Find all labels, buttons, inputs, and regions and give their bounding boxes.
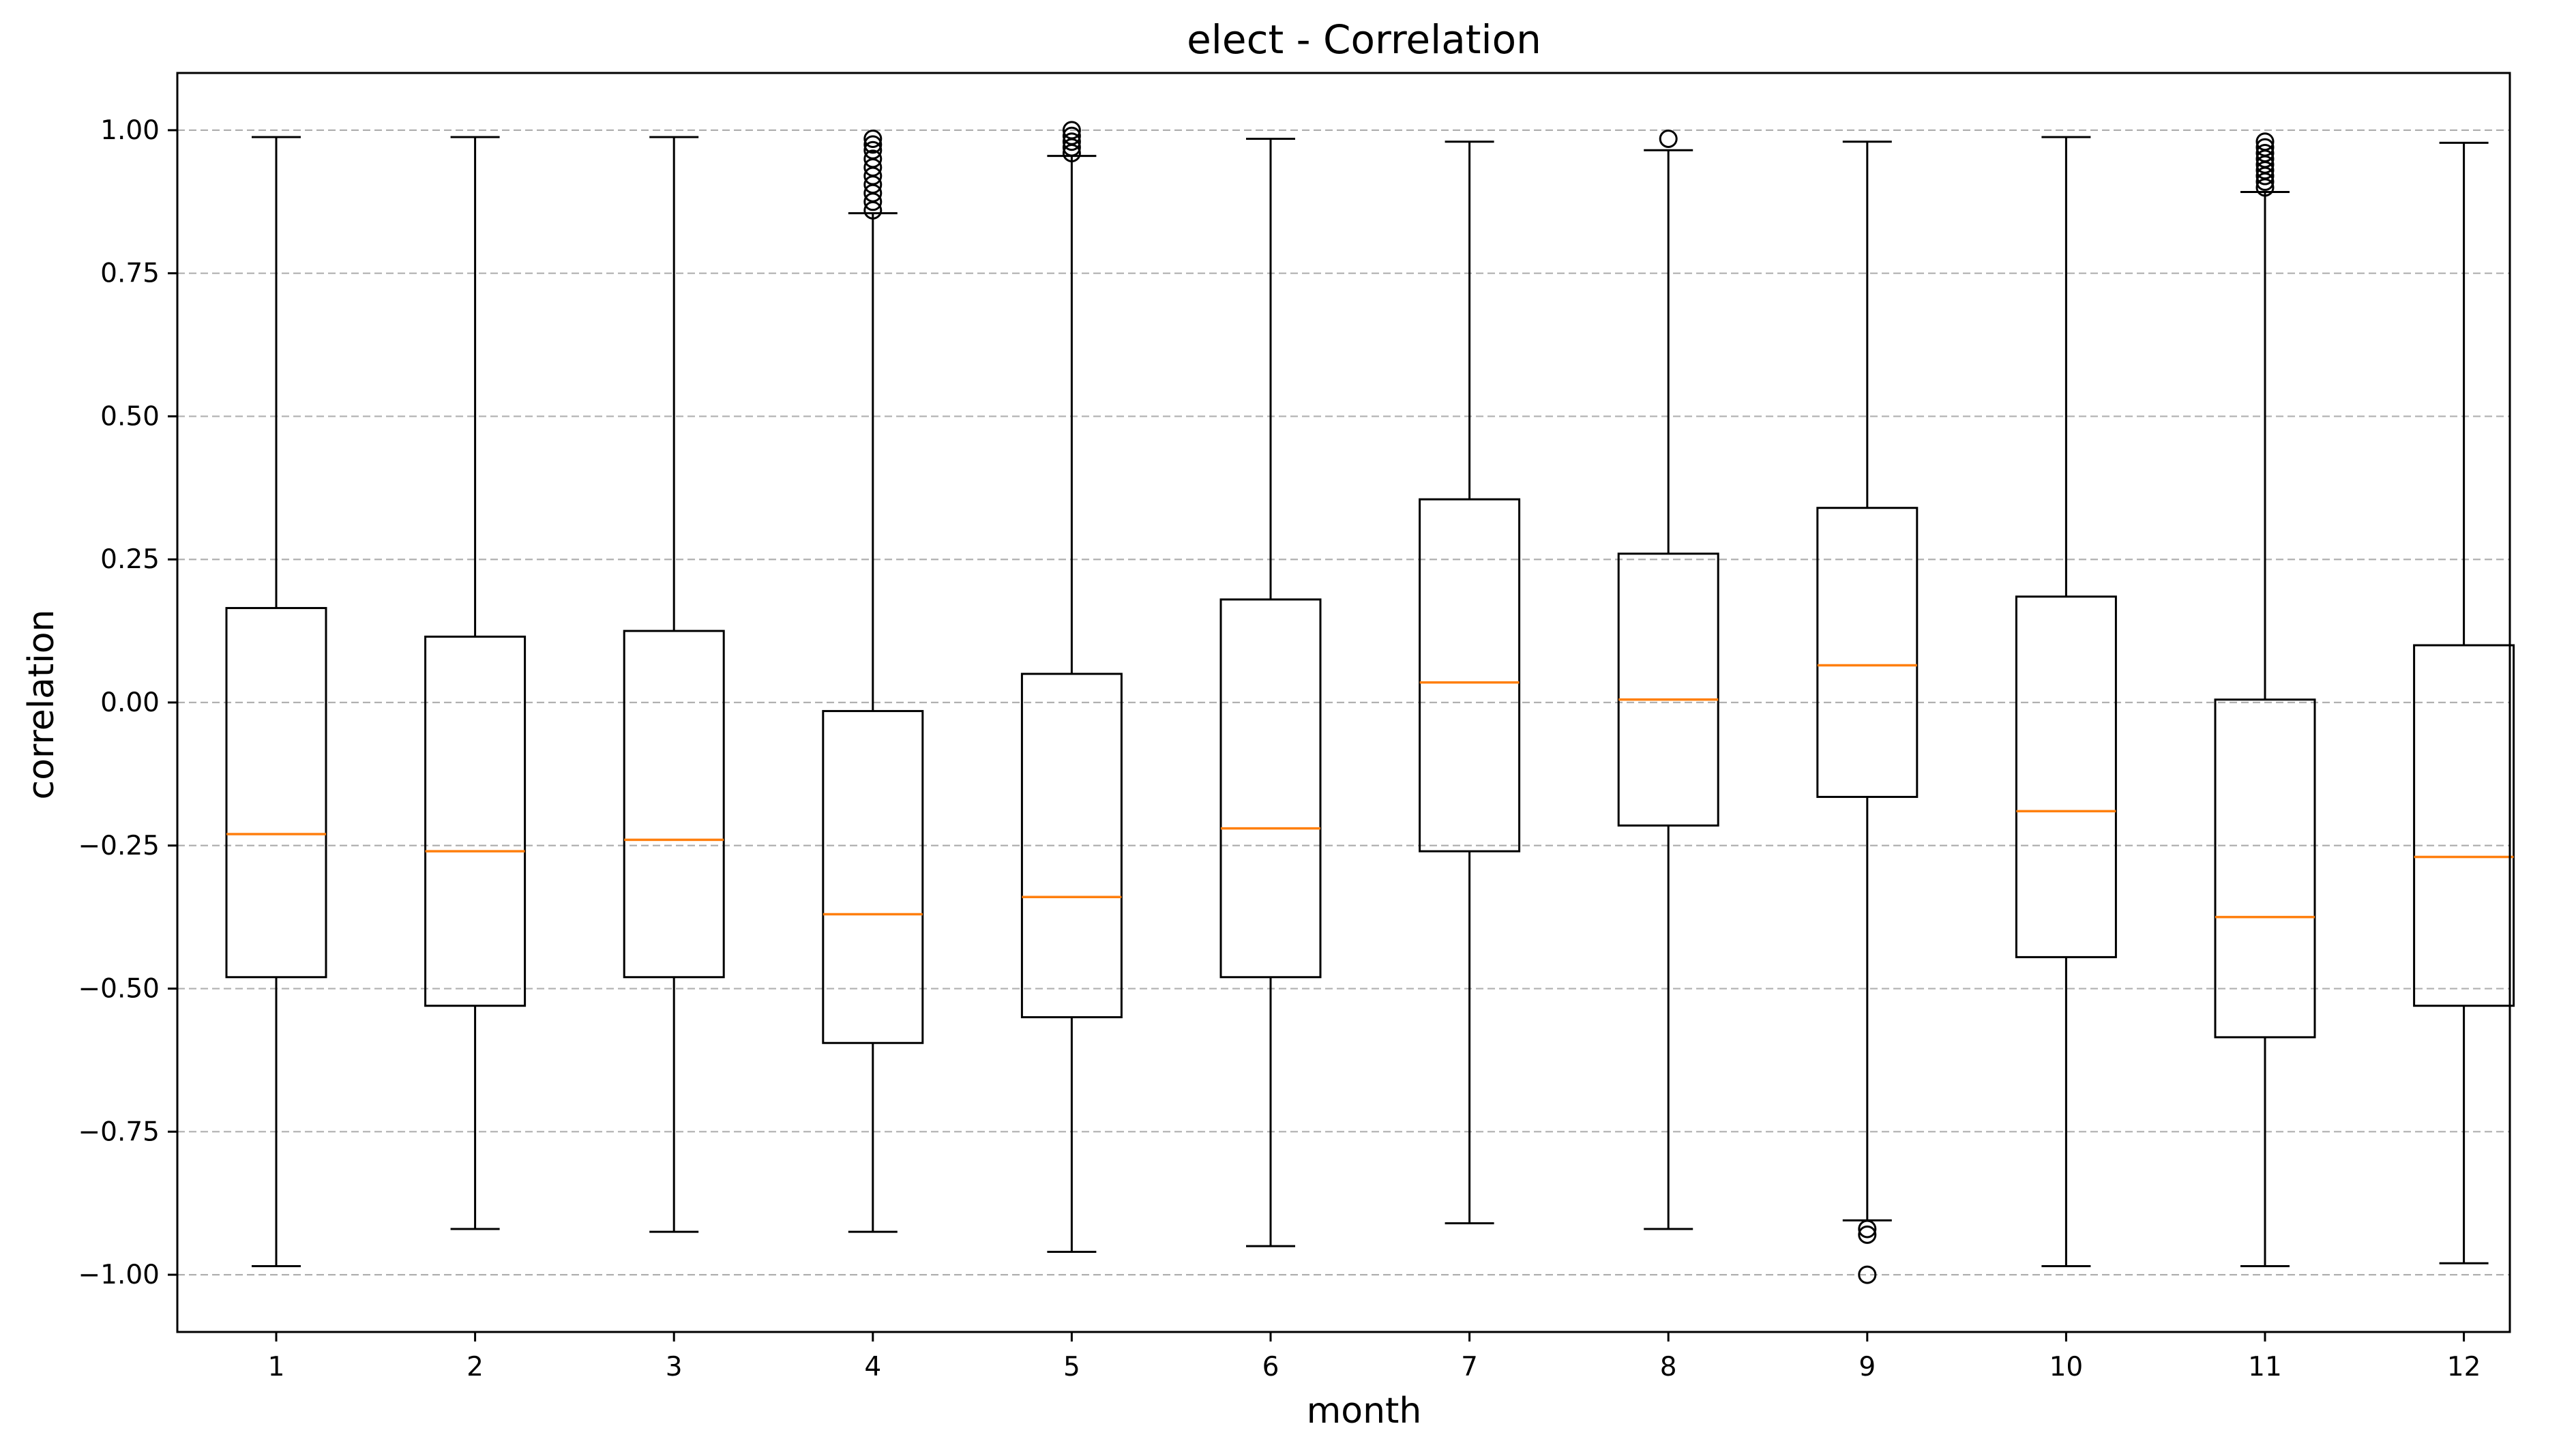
x-tick-label: 9 [1859, 1352, 1876, 1382]
iqr-box [1020, 672, 1123, 1019]
iqr-box [2214, 698, 2316, 1039]
x-tick-label: 7 [1461, 1352, 1478, 1382]
box-month-1 [225, 136, 327, 1268]
iqr-box [623, 629, 725, 979]
x-tick-label: 3 [666, 1352, 683, 1382]
x-tick-label: 6 [1262, 1352, 1279, 1382]
outlier-point [1858, 1219, 1877, 1239]
box-month-3 [623, 136, 725, 1233]
grid-lines [177, 129, 2510, 1276]
outlier-point [1858, 1265, 1877, 1284]
iqr-box [822, 710, 924, 1044]
y-tick-label: 0.00 [100, 687, 160, 718]
y-tick-label: −0.25 [78, 831, 160, 861]
x-tick-label: 11 [2248, 1352, 2282, 1382]
y-axis-label: correlation [21, 609, 62, 799]
outlier-point [863, 129, 883, 148]
y-tick-label: 0.25 [100, 544, 160, 575]
iqr-box [424, 636, 527, 1007]
x-tick-label: 10 [2049, 1352, 2084, 1382]
outlier-point [863, 140, 883, 160]
iqr-box [1419, 498, 1521, 853]
x-tick-label: 8 [1660, 1352, 1677, 1382]
outlier-point [2255, 132, 2275, 151]
x-tick-label: 12 [2447, 1352, 2481, 1382]
x-tick-label: 1 [268, 1352, 285, 1382]
iqr-box [2015, 595, 2117, 958]
iqr-box [1219, 598, 1322, 979]
outlier-point [2255, 143, 2275, 162]
y-tick-label: 0.75 [100, 258, 160, 289]
y-tick-label: −0.50 [78, 974, 160, 1005]
box-month-9 [1816, 140, 1919, 1284]
y-axis-ticks: 1.00 0.75 0.50 0.25 0.00 −0.25 −0.50 −0.75 −1.00 [78, 115, 177, 1290]
box-month-5 [1020, 121, 1123, 1254]
outlier-point [1858, 1225, 1877, 1244]
x-tick-label: 2 [467, 1352, 484, 1382]
y-tick-label: −1.00 [78, 1260, 160, 1290]
chart-title: elect - Correlation [1187, 16, 1541, 63]
outlier-point [863, 135, 883, 154]
box-month-10 [2015, 136, 2117, 1268]
outlier-point [1659, 129, 1678, 148]
x-tick-label: 5 [1063, 1352, 1080, 1382]
outlier-point [1062, 126, 1081, 145]
box-month-6 [1219, 137, 1322, 1247]
box-month-12 [2413, 141, 2515, 1264]
outlier-point [1062, 132, 1081, 151]
outlier-point [1062, 121, 1081, 140]
x-tick-label: 4 [864, 1352, 881, 1382]
iqr-box [2413, 644, 2515, 1007]
iqr-box [225, 607, 327, 979]
box-series [225, 121, 2515, 1284]
box-month-8 [1617, 129, 1719, 1230]
y-tick-label: 0.50 [100, 401, 160, 432]
iqr-box [1617, 552, 1719, 827]
y-tick-label: 1.00 [100, 115, 160, 146]
x-axis-ticks: 1 2 3 4 5 6 7 8 9 10 11 12 [268, 1332, 2481, 1382]
y-tick-label: −0.75 [78, 1116, 160, 1147]
box-month-4 [822, 129, 924, 1233]
outlier-point [863, 149, 883, 168]
box-month-7 [1419, 140, 1521, 1225]
box-month-2 [424, 136, 527, 1230]
iqr-box [1816, 507, 1919, 798]
box-month-11 [2214, 132, 2316, 1268]
x-axis-label: month [1307, 1391, 1422, 1432]
outlier-point [2255, 138, 2275, 157]
